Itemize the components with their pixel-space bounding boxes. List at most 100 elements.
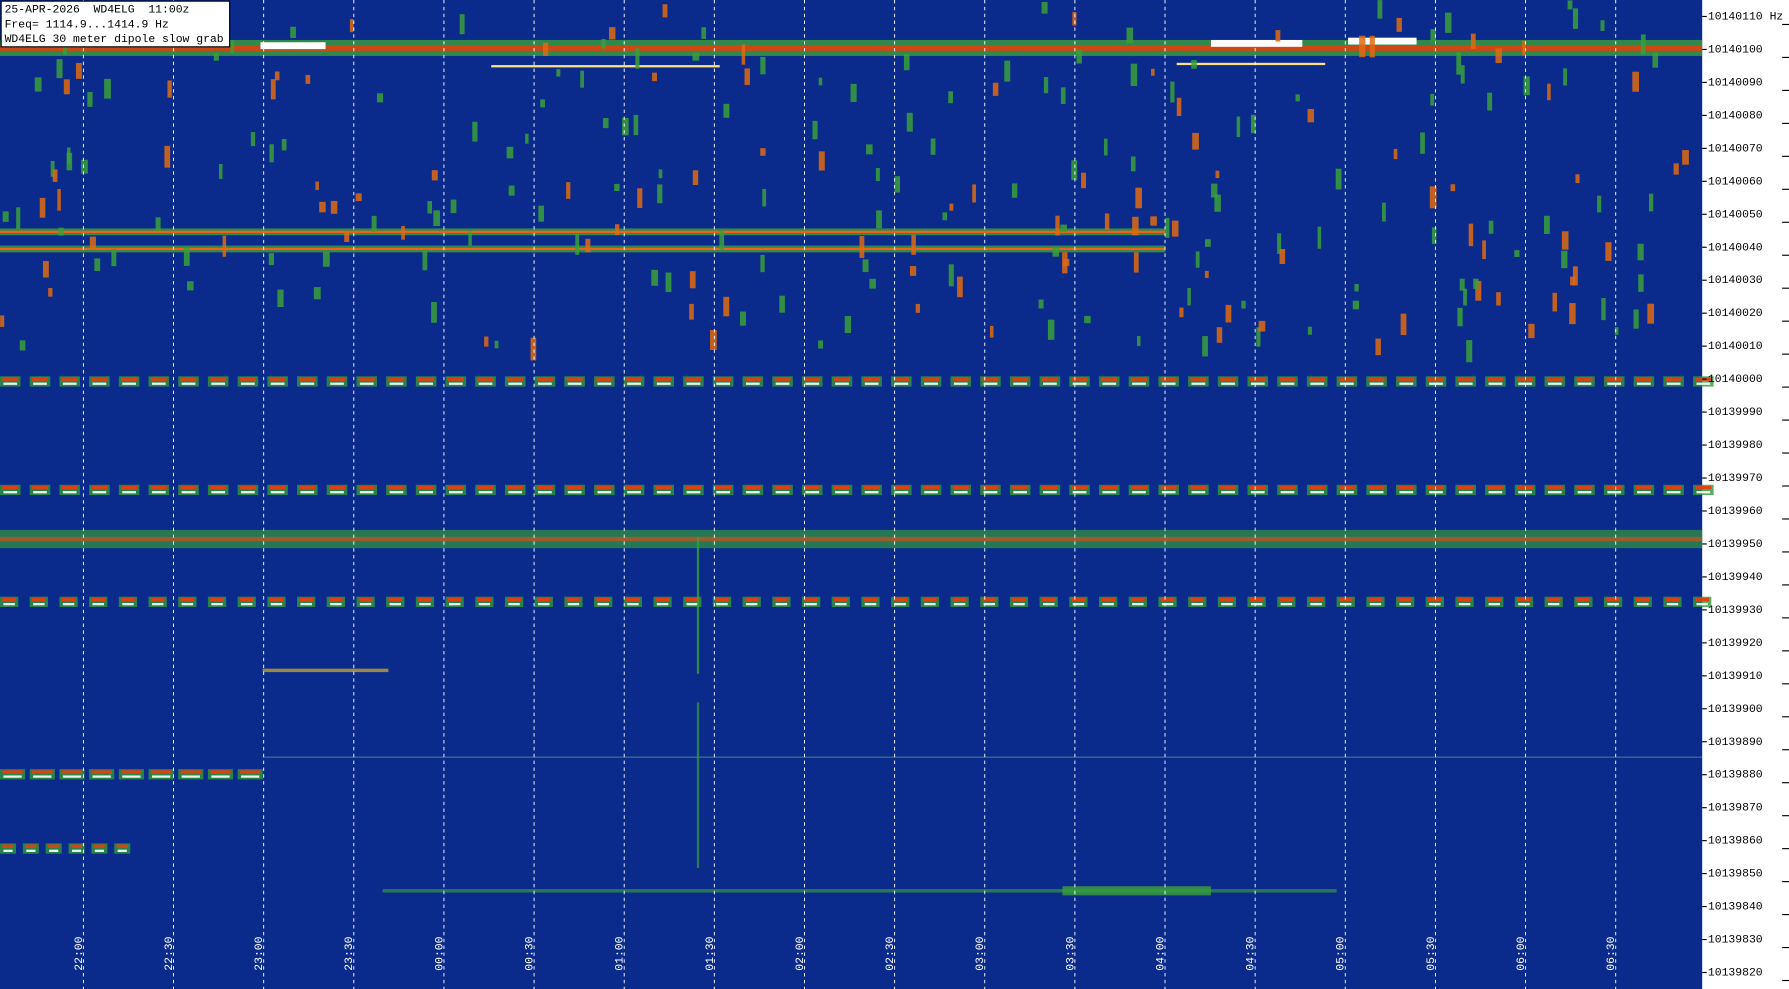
signal-band xyxy=(388,485,405,490)
y-tick-label: 10139880 xyxy=(1708,769,1763,782)
signal-band xyxy=(1217,596,1237,607)
signal-band xyxy=(1696,602,1708,606)
signal-blob xyxy=(1317,226,1322,249)
signal-band xyxy=(1663,484,1684,496)
signal-blob xyxy=(422,249,428,271)
signal-band xyxy=(1102,602,1114,606)
signal-blob xyxy=(1060,224,1067,232)
signal-blob xyxy=(744,68,750,85)
signal-blob xyxy=(692,52,700,61)
signal-blob xyxy=(371,215,377,232)
header-line: Freq= 1114.9...1414.9 Hz xyxy=(5,18,169,31)
signal-band xyxy=(893,597,908,602)
signal-blob xyxy=(508,185,515,196)
x-tick-label: 00:00 xyxy=(433,936,446,970)
signal-blob xyxy=(468,231,472,246)
signal-band xyxy=(116,844,128,848)
signal-blob xyxy=(315,181,319,191)
signal-band xyxy=(1280,382,1295,385)
signal-band xyxy=(3,602,15,606)
signal-blob xyxy=(615,224,620,235)
signal-blob xyxy=(1430,29,1436,41)
y-tick-label: 10140070 xyxy=(1708,142,1763,155)
signal-band xyxy=(300,382,315,385)
signal-band xyxy=(1039,596,1058,607)
signal-band xyxy=(864,491,879,494)
signal-band xyxy=(122,491,136,494)
signal-blob xyxy=(701,27,707,39)
signal-band xyxy=(742,484,764,496)
signal-blob xyxy=(56,59,63,79)
signal-blob xyxy=(906,112,913,132)
signal-blob xyxy=(104,78,111,99)
signal-band xyxy=(831,596,850,607)
signal-blob xyxy=(1647,303,1655,324)
signal-band xyxy=(1428,377,1444,381)
signal-blob xyxy=(50,160,55,177)
signal-band xyxy=(1306,376,1328,387)
signal-band xyxy=(1487,485,1504,490)
signal-band xyxy=(150,485,167,490)
signal-blob xyxy=(760,56,766,75)
signal-band xyxy=(180,597,195,602)
signal-band xyxy=(478,382,493,385)
signal-blob xyxy=(740,311,746,326)
signal-blob xyxy=(1004,60,1011,82)
signal-band xyxy=(1161,602,1174,606)
signal-band xyxy=(627,602,639,606)
signal-band xyxy=(1069,596,1088,607)
signal-band xyxy=(1072,602,1085,606)
signal-band xyxy=(31,485,48,490)
signal-band xyxy=(241,775,260,778)
signal-band xyxy=(326,484,348,496)
signal-band xyxy=(1665,377,1682,381)
x-tick-label: 01:00 xyxy=(614,936,627,970)
signal-band xyxy=(262,668,389,673)
signal-band xyxy=(952,597,967,602)
signal-blob xyxy=(651,269,659,286)
signal-band xyxy=(653,596,672,607)
y-tick-label: 10139890 xyxy=(1708,736,1763,749)
signal-blob xyxy=(1457,307,1463,327)
signal-band xyxy=(269,597,284,602)
signal-band xyxy=(210,485,227,490)
signal-band xyxy=(122,382,136,385)
signal-band xyxy=(1220,377,1237,381)
signal-blob xyxy=(34,77,42,92)
signal-blob xyxy=(1195,251,1200,268)
signal-band xyxy=(804,485,821,490)
signal-band xyxy=(683,376,704,387)
signal-band xyxy=(835,382,849,385)
signal-band xyxy=(716,602,728,606)
signal-blob xyxy=(52,169,58,182)
signal-band xyxy=(1161,491,1176,494)
signal-band xyxy=(623,376,645,387)
signal-band xyxy=(508,602,520,606)
signal-blob xyxy=(710,330,717,351)
x-tick-label: 06:30 xyxy=(1605,936,1618,970)
signal-blob xyxy=(696,536,700,674)
signal-band xyxy=(983,382,998,385)
x-tick-label: 00:30 xyxy=(524,936,537,970)
signal-band xyxy=(891,484,912,496)
signal-band xyxy=(180,377,197,381)
signal-band xyxy=(1429,382,1443,385)
signal-blob xyxy=(1495,48,1502,64)
signal-band xyxy=(1013,491,1028,494)
signal-band xyxy=(114,843,131,854)
signal-band xyxy=(1485,596,1504,607)
signal-band xyxy=(953,491,968,494)
y-tick-label: 10139990 xyxy=(1708,406,1763,419)
signal-band xyxy=(1101,597,1115,602)
signal-band xyxy=(1663,376,1684,387)
signal-band xyxy=(1158,376,1179,387)
signal-band xyxy=(447,377,464,381)
signal-band xyxy=(445,596,464,607)
signal-blob xyxy=(972,184,976,203)
signal-blob xyxy=(1202,336,1208,357)
signal-band xyxy=(59,484,80,496)
signal-band xyxy=(745,382,760,385)
signal-band xyxy=(91,597,106,602)
signal-band xyxy=(1176,62,1326,66)
y-tick-label: 10140110 xyxy=(1708,10,1763,23)
